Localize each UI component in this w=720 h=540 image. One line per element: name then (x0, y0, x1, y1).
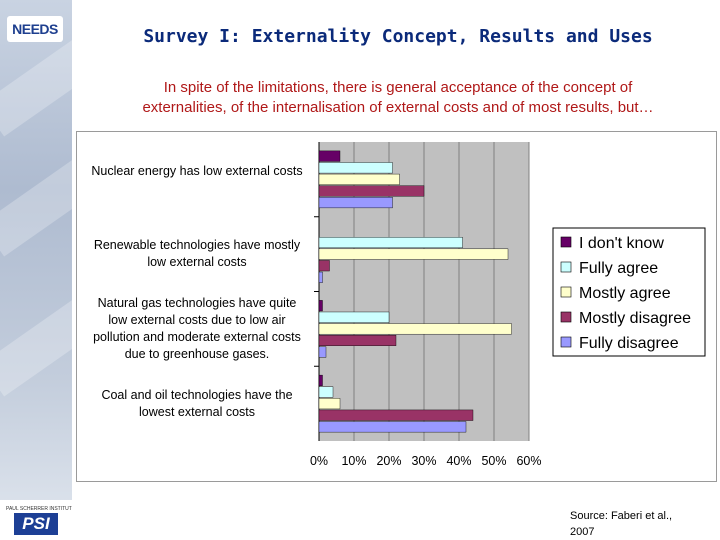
category-label-line: due to greenhouse gases. (124, 346, 270, 361)
sidebar-decoration: NEEDS PAUL SCHERRER INSTITUT PSI (0, 0, 72, 540)
bar (318, 197, 393, 209)
legend-label: I don't know (579, 235, 664, 252)
category-label: Nuclear energy has low external costs (79, 163, 315, 180)
category-label-line: Coal and oil technologies have the (101, 387, 293, 402)
bar-chart: 0% 10% 20% 30% 40% 50% 60% I don't know Fully ag… (310, 142, 706, 468)
legend-label: Mostly agree (579, 285, 671, 302)
subtitle-line-1: In spite of the limitations, there is ge… (163, 79, 633, 96)
category-label-line: Renewable technologies have mostly (93, 238, 301, 253)
bar (318, 323, 512, 335)
source-line-1: Source: Faberi et al., (570, 510, 673, 522)
category-label-line: lowest external costs (138, 404, 256, 419)
sidebar-streak (0, 143, 72, 257)
x-tick-label: 0% (310, 454, 328, 468)
bar (318, 386, 334, 398)
slide-title: Survey I: Externality Concept, Results a… (143, 26, 653, 47)
psi-logo: PAUL SCHERRER INSTITUT PSI (0, 500, 72, 540)
sidebar-streak (0, 283, 72, 397)
bar (318, 398, 341, 410)
source-note: Source: Faberi et al., 2007 (570, 508, 672, 540)
x-tick-label: 30% (411, 454, 436, 468)
category-label-line: Natural gas technologies have quite (97, 295, 297, 310)
legend-label: Fully disagree (579, 335, 679, 352)
x-tick-label: 40% (446, 454, 471, 468)
x-tick-label: 10% (341, 454, 366, 468)
legend-label: Fully agree (579, 260, 658, 277)
bar (318, 173, 400, 185)
bar (318, 409, 474, 421)
bar (318, 346, 327, 358)
subtitle-line-2: externalities, of the internalisation of… (142, 99, 654, 116)
bar (318, 237, 463, 249)
legend-box (552, 227, 706, 357)
category-label: Renewable technologies have mostly low ex… (79, 237, 315, 271)
legend-swatch (560, 336, 572, 348)
category-label: Natural gas technologies have quite low e… (79, 295, 315, 363)
chart-frame: Nuclear energy has low external costs Ren… (76, 131, 717, 482)
category-label: Coal and oil technologies have the lowest… (79, 387, 315, 421)
bar (318, 334, 397, 346)
x-tick-label: 20% (376, 454, 401, 468)
x-tick-label: 50% (481, 454, 506, 468)
category-label-line: pollution and moderate external costs (93, 329, 301, 344)
source-line-2: 2007 (570, 526, 595, 538)
psi-logo-caption: PAUL SCHERRER INSTITUT (6, 506, 72, 512)
category-label-line: low external costs due to low air (108, 312, 286, 327)
bar (318, 374, 323, 386)
legend-label: Mostly disagree (579, 310, 691, 327)
bar (318, 150, 341, 162)
bar (318, 162, 393, 174)
bar (318, 185, 425, 197)
bar (318, 260, 330, 272)
bar (318, 271, 323, 283)
needs-logo: NEEDS (7, 16, 63, 42)
legend-swatch (560, 286, 572, 298)
legend-swatch (560, 261, 572, 273)
bar (318, 248, 509, 260)
slide-subtitle: In spite of the limitations, there is ge… (80, 78, 716, 118)
psi-logo-mark: PSI (14, 513, 58, 535)
category-label-line: Nuclear energy has low external costs (91, 163, 303, 178)
bar (318, 300, 323, 312)
legend-swatch (560, 236, 572, 248)
legend-swatch (560, 311, 572, 323)
category-label-line: low external costs (147, 255, 247, 270)
bar (318, 421, 467, 433)
x-tick-label: 60% (516, 454, 541, 468)
bar (318, 311, 390, 323)
